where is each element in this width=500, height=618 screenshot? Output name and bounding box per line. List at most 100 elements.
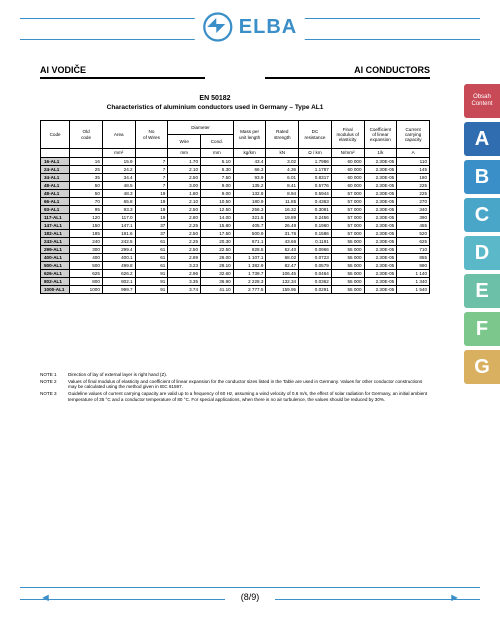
side-tab[interactable]: A	[464, 122, 500, 156]
table-cell: 16.32	[266, 206, 299, 214]
table-cell: 8.94	[266, 190, 299, 198]
table-cell: 66.3	[233, 166, 266, 174]
table-cell: 3.02	[266, 158, 299, 166]
table-row: 93-AL19593.3192.5012.50256.316.320.30815…	[41, 206, 430, 214]
table-cell: 19.89	[266, 214, 299, 222]
table-cell: 625	[70, 270, 103, 278]
col-header: Code	[41, 121, 70, 149]
table-cell: 43.4	[233, 158, 266, 166]
table-cell: 2.30E-05	[364, 214, 397, 222]
table-row: 34-AL13534.472.507.5093.96.010.831760 00…	[41, 174, 430, 182]
table-cell: 626-AL1	[41, 270, 70, 278]
table-cell: 1 540	[397, 286, 430, 294]
table-cell: 340	[397, 206, 430, 214]
table-cell: 91	[135, 278, 168, 286]
table-cell: 299-AL1	[41, 246, 70, 254]
table-cell: 0.0723	[299, 254, 332, 262]
table-cell: 2.30E-05	[364, 174, 397, 182]
note-line: NOTE 3Guideline values of current carryi…	[40, 391, 430, 402]
table-cell: 14.00	[201, 214, 234, 222]
table-cell: 24-AL1	[41, 166, 70, 174]
col-subheader: Cond.	[201, 135, 234, 149]
table-cell: 2.80	[168, 214, 201, 222]
table-cell: 0.4363	[299, 198, 332, 206]
col-header	[70, 149, 103, 158]
note-line: NOTE 2Values of final modulus of elastic…	[40, 379, 430, 390]
col-header	[41, 149, 70, 158]
col-header: Rated strength	[266, 121, 299, 149]
table-cell: 1.70	[168, 158, 201, 166]
table-cell: 147-AL1	[41, 222, 70, 230]
col-header	[135, 149, 168, 158]
nav-next-icon[interactable]: ►	[449, 592, 460, 604]
table-row: 24-AL12524.272.106.3066.34.361.178760 00…	[41, 166, 430, 174]
table-cell: 91	[135, 270, 168, 278]
table-cell: 145	[397, 166, 430, 174]
side-tab[interactable]: Obsah Content	[464, 84, 500, 118]
table-cell: 7	[135, 166, 168, 174]
table-cell: 0.1960	[299, 222, 332, 230]
table-cell: 65.8	[102, 198, 135, 206]
table-cell: 25	[70, 166, 103, 174]
side-tab[interactable]: C	[464, 198, 500, 232]
table-row: 48-AL15048.573.009.00135.28.410.577660 0…	[41, 182, 430, 190]
table-cell: 5.10	[201, 158, 234, 166]
col-header: Diameter	[168, 121, 233, 135]
table-cell: 20.30	[201, 238, 234, 246]
table-cell: 32.60	[201, 270, 234, 278]
table-cell: 180.9	[233, 198, 266, 206]
table-cell: 390	[397, 214, 430, 222]
table-cell: 520	[397, 230, 430, 238]
table-cell: 60 000	[331, 166, 364, 174]
table-cell: 41.10	[201, 286, 234, 294]
table-cell: 57 000	[331, 198, 364, 206]
table-cell: 135.2	[233, 182, 266, 190]
col-header: mm	[168, 149, 201, 158]
table-cell: 3.35	[168, 278, 201, 286]
table-cell: 48.5	[102, 182, 135, 190]
side-tab[interactable]: G	[464, 350, 500, 384]
table-cell: 499.8	[102, 262, 135, 270]
side-tab[interactable]: F	[464, 312, 500, 346]
table-row: 299-AL1300299.4612.5022.50828.552.400.09…	[41, 246, 430, 254]
table-cell: 2.30E-05	[364, 206, 397, 214]
table-row: 802-AL1800802.1913.3536.902 228.3132.340…	[41, 278, 430, 286]
table-cell: 36.90	[201, 278, 234, 286]
table-cell: 671.1	[233, 238, 266, 246]
table-cell: 55 000	[331, 270, 364, 278]
table-cell: 1000	[70, 286, 103, 294]
table-cell: 400.1	[102, 254, 135, 262]
subtitle-line-2: Characteristics of aluminium conductors …	[0, 104, 430, 111]
table-cell: 117.0	[102, 214, 135, 222]
table-cell: 19	[135, 214, 168, 222]
table-cell: 3.74	[168, 286, 201, 294]
table-cell: 855	[397, 254, 430, 262]
pager: (8/9)	[225, 592, 275, 602]
side-tab[interactable]: D	[464, 236, 500, 270]
table-cell: 55 000	[331, 246, 364, 254]
table-cell: 50	[70, 182, 103, 190]
side-tab[interactable]: E	[464, 274, 500, 308]
data-table: CodeOld codeAreaNo of WiresDiameterMass …	[40, 120, 430, 294]
table-cell: 26.48	[266, 222, 299, 230]
table-cell: 2.30E-05	[364, 166, 397, 174]
table-cell: 24.2	[102, 166, 135, 174]
logo-text: ELBA	[239, 16, 297, 39]
nav-prev-icon[interactable]: ◄	[40, 592, 51, 604]
col-header: Final modulus of elasticity	[331, 121, 364, 149]
table-cell: 800	[70, 278, 103, 286]
col-header: mm	[201, 149, 234, 158]
table-cell: 181.6	[102, 230, 135, 238]
table-cell: 48.3	[102, 190, 135, 198]
table-cell: 57 000	[331, 206, 364, 214]
table-cell: 500.9	[233, 230, 266, 238]
side-tab[interactable]: B	[464, 160, 500, 194]
table-cell: 34-AL1	[41, 174, 70, 182]
table-cell: 2 777.5	[233, 286, 266, 294]
table-cell: 2.30E-05	[364, 230, 397, 238]
col-header: Current carrying capacity	[397, 121, 430, 149]
table-cell: 2.30E-05	[364, 270, 397, 278]
table-cell: 300	[70, 246, 103, 254]
table-cell: 0.0966	[299, 246, 332, 254]
col-header: N/mm²	[331, 149, 364, 158]
